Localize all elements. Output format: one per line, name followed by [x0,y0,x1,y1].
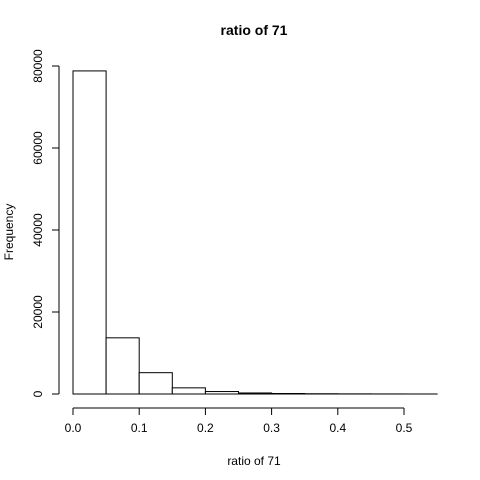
y-tick-label-1: 20000 [31,295,45,329]
histogram-bar-3 [171,387,206,395]
histogram-bar-5 [238,392,273,395]
histogram-bar-1 [105,337,140,395]
histogram-bar-2 [138,372,173,395]
histogram-bar-4 [204,391,239,395]
x-tick-label-4: 0.4 [329,421,346,435]
x-tick-label-2: 0.2 [197,421,214,435]
histogram-bar-0 [72,70,107,395]
y-tick-label-3: 60000 [31,131,45,165]
y-tick-label-4: 80000 [31,49,45,83]
bars-group [72,70,438,395]
x-tick-label-0: 0.0 [65,421,82,435]
y-axis-label: Frequency [2,204,16,261]
x-tick-label-1: 0.1 [131,421,148,435]
x-tick-label-3: 0.3 [263,421,280,435]
x-axis: 0.0 0.1 0.2 0.3 0.4 0.5 [65,407,413,435]
y-tick-label-0: 0 [31,390,45,397]
chart-title: ratio of 71 [221,22,288,38]
y-axis: 0 20000 40000 60000 80000 [31,49,60,397]
y-tick-label-2: 40000 [31,213,45,247]
x-axis-label: ratio of 71 [227,454,281,468]
x-tick-label-5: 0.5 [396,421,413,435]
